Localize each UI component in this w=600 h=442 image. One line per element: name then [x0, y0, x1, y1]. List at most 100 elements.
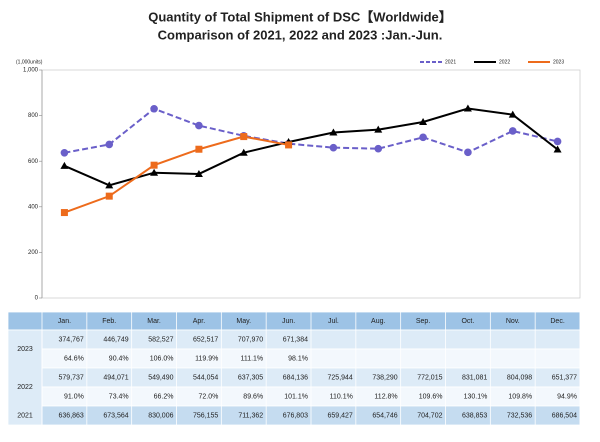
table-cell: 659,427: [328, 412, 353, 419]
legend-label: 2022: [499, 59, 510, 65]
table-cell: 494,071: [103, 374, 128, 381]
table-cell: 772,015: [417, 374, 442, 381]
table-cell: 73.4%: [109, 393, 129, 400]
series-line: [64, 135, 289, 214]
point: [105, 140, 114, 149]
table-cell: 101.1%: [284, 393, 308, 400]
table-cell: 686,504: [552, 412, 577, 419]
table-row-label: 2022: [17, 384, 33, 391]
table-cell: 579,737: [59, 374, 84, 381]
table-cell: 64.6%: [64, 355, 84, 362]
table-cell: 738,290: [372, 374, 397, 381]
y-tick-label: 400: [28, 204, 39, 210]
table-cell: 676,803: [283, 412, 308, 419]
table-cell: 94.9%: [557, 393, 577, 400]
table-cell: 110.1%: [330, 393, 353, 400]
legend-label: 2023: [553, 59, 564, 65]
y-tick-label: 600: [28, 159, 39, 165]
table-header: Nov.: [506, 318, 520, 325]
point: [150, 161, 158, 169]
table-cell: 636,863: [59, 412, 84, 419]
point: [239, 148, 248, 156]
point: [419, 117, 428, 125]
table-header: Apr.: [193, 318, 206, 325]
table-cell: 756,155: [193, 412, 218, 419]
point: [150, 104, 158, 113]
point: [553, 137, 562, 146]
point: [60, 148, 69, 157]
table-cell: 98.1%: [288, 355, 308, 362]
point: [195, 121, 203, 130]
table-header: Jul.: [328, 318, 339, 325]
table-cell: 112.8%: [374, 393, 397, 400]
table-header: Jan.: [58, 318, 71, 325]
y-tick-label: 1,000: [23, 68, 39, 74]
table-cell: 684,136: [283, 374, 308, 381]
table-header: Oct.: [461, 318, 474, 325]
table-cell: 111.1%: [240, 355, 263, 362]
table-header: Jun.: [282, 318, 295, 325]
table-cell: 652,517: [193, 336, 218, 343]
table-cell: 109.6%: [419, 393, 443, 400]
table-cell: 673,564: [103, 412, 128, 419]
table-header: Sep.: [416, 318, 430, 325]
table-cell: 651,377: [552, 374, 577, 381]
point: [60, 209, 68, 217]
table-cell: 549,490: [148, 374, 173, 381]
point: [553, 145, 562, 153]
point: [374, 125, 383, 133]
chart-title: Quantity of Total Shipment of DSC【Worldw…: [148, 9, 452, 24]
table-cell: 119.9%: [195, 355, 218, 362]
table-row-label: 2021: [17, 412, 33, 419]
table-cell: 707,970: [238, 336, 263, 343]
y-axis-label: (1,000units): [16, 59, 43, 65]
point: [329, 143, 338, 152]
legend-label: 2021: [445, 59, 456, 65]
table-cell: 831,081: [462, 374, 487, 381]
y-tick-label: 0: [35, 296, 39, 302]
table-header: Dec.: [550, 318, 564, 325]
point: [508, 110, 517, 118]
point: [194, 169, 203, 177]
y-tick-label: 800: [28, 113, 39, 119]
point: [463, 104, 472, 112]
table-cell: 830,006: [148, 412, 173, 419]
table-cell: 638,853: [462, 412, 487, 419]
table-cell: 582,527: [148, 336, 173, 343]
table-cell: 732,536: [507, 412, 532, 419]
table-cell: 654,746: [372, 412, 397, 419]
table-cell: 130.1%: [464, 393, 488, 400]
chart-subtitle: Comparison of 2021, 2022 and 2023 :Jan.-…: [158, 27, 443, 42]
table-cell: 671,384: [283, 336, 308, 343]
point: [285, 141, 293, 149]
table-header: May.: [236, 318, 251, 325]
point: [195, 145, 203, 153]
table-cell: 711,362: [238, 412, 263, 419]
table-cell: 446,749: [103, 336, 128, 343]
table-cell: 637,305: [238, 374, 263, 381]
table-cell: 704,702: [417, 412, 442, 419]
point: [60, 161, 69, 169]
table-cell: 725,944: [328, 374, 353, 381]
point: [240, 133, 248, 141]
table-cell: 72.0%: [198, 393, 218, 400]
series-line: [64, 107, 559, 187]
table-cell: 90.4%: [109, 355, 129, 362]
table-cell: 109.8%: [508, 393, 532, 400]
table-cell: 374,767: [59, 336, 84, 343]
table-cell: 106.0%: [150, 355, 174, 362]
point: [464, 148, 472, 157]
point: [150, 168, 159, 176]
plot-area: [41, 69, 581, 299]
point: [105, 181, 114, 189]
point: [105, 192, 113, 200]
point: [329, 128, 338, 136]
table-header: Mar.: [147, 318, 161, 325]
table-cell: 544,054: [193, 374, 218, 381]
point: [508, 127, 517, 135]
table-row-label: 2023: [17, 346, 33, 353]
table-cell: 66.2%: [154, 393, 174, 400]
table-header: Feb.: [102, 318, 116, 325]
table-cell: 89.6%: [243, 393, 263, 400]
